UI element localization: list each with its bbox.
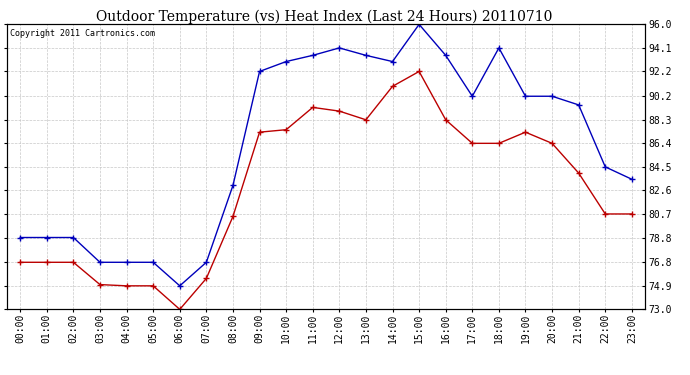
Text: Outdoor Temperature (vs) Heat Index (Last 24 Hours) 20110710: Outdoor Temperature (vs) Heat Index (Las…: [96, 9, 553, 24]
Text: Copyright 2011 Cartronics.com: Copyright 2011 Cartronics.com: [10, 28, 155, 38]
